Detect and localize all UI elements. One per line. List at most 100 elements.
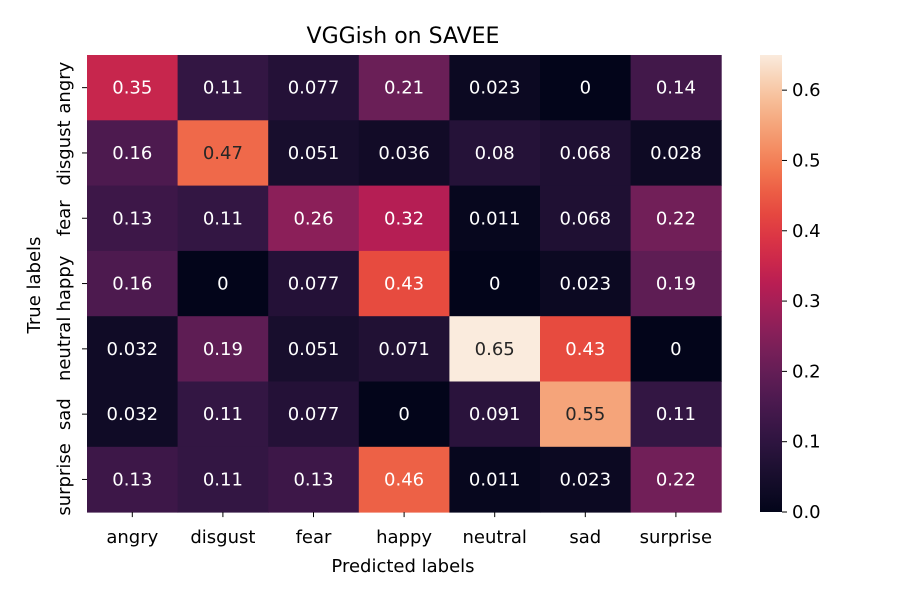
heatmap-cell-fear-angry xyxy=(87,185,179,252)
heatmap-cell-sad-surprise xyxy=(630,381,722,448)
cell-value-disgust-fear: 0.051 xyxy=(288,143,340,164)
cell-value-neutral-happy: 0.071 xyxy=(378,339,430,360)
heatmap-cell-surprise-disgust xyxy=(177,446,269,513)
cell-value-neutral-fear: 0.051 xyxy=(288,339,340,360)
cell-value-surprise-surprise: 0.22 xyxy=(656,469,696,490)
cell-value-surprise-fear: 0.13 xyxy=(293,469,333,490)
cell-value-angry-happy: 0.21 xyxy=(384,78,424,99)
heatmap-cell-surprise-sad xyxy=(540,446,632,513)
cell-value-angry-disgust: 0.11 xyxy=(203,78,243,99)
heatmap-cell-happy-happy xyxy=(358,250,450,317)
y-tick-label-disgust: disgust xyxy=(54,120,75,185)
cell-value-fear-angry: 0.13 xyxy=(112,208,152,229)
cell-value-angry-sad: 0 xyxy=(580,78,591,99)
y-axis-ticks: angry disgust fear happy neutral sad surprise xyxy=(54,61,87,516)
heatmap-cell-sad-sad xyxy=(540,381,632,448)
heatmap-cell-disgust-sad xyxy=(540,120,632,187)
x-tick-label-neutral: neutral xyxy=(463,527,527,548)
x-tick-label-angry: angry xyxy=(106,527,158,548)
heatmap-cell-happy-disgust xyxy=(177,250,269,317)
heatmap-cell-happy-sad xyxy=(540,250,632,317)
heatmap-cell-fear-sad xyxy=(540,185,632,252)
heatmap-cell-surprise-fear xyxy=(268,446,360,513)
cell-value-angry-angry: 0.35 xyxy=(112,78,152,99)
cell-value-neutral-surprise: 0 xyxy=(670,339,681,360)
heatmap-cell-surprise-happy xyxy=(358,446,450,513)
y-tick-label-sad: sad xyxy=(54,398,75,430)
colorbar-tick-label-0.0: 0.0 xyxy=(792,502,821,523)
cell-value-disgust-neutral: 0.08 xyxy=(475,143,515,164)
colorbar-tick-label-0.4: 0.4 xyxy=(792,221,821,242)
cell-value-fear-fear: 0.26 xyxy=(293,208,333,229)
heatmap-cell-neutral-disgust xyxy=(177,316,269,382)
heatmap-cell-happy-surprise xyxy=(630,250,722,317)
cell-value-neutral-neutral: 0.65 xyxy=(475,339,515,360)
x-axis-label: Predicted labels xyxy=(331,556,474,577)
heatmap-cell-disgust-happy xyxy=(358,120,450,187)
colorbar-tick-label-0.6: 0.6 xyxy=(792,80,821,101)
heatmap-cell-neutral-neutral xyxy=(449,316,541,382)
cell-value-happy-fear: 0.077 xyxy=(288,274,340,295)
cell-value-fear-neutral: 0.011 xyxy=(469,208,521,229)
heatmap-cell-neutral-sad xyxy=(540,316,632,382)
heatmap-cell-surprise-surprise xyxy=(630,446,722,513)
cell-value-sad-sad: 0.55 xyxy=(565,404,605,425)
heatmap-cell-neutral-fear xyxy=(268,316,360,382)
x-tick-label-happy: happy xyxy=(376,527,432,548)
heatmap-cell-angry-angry xyxy=(87,55,179,121)
cell-value-disgust-disgust: 0.47 xyxy=(203,143,243,164)
heatmap-cell-angry-disgust xyxy=(177,55,269,121)
y-tick-label-surprise: surprise xyxy=(54,443,75,515)
y-tick-label-fear: fear xyxy=(54,200,75,236)
cell-value-surprise-angry: 0.13 xyxy=(112,469,152,490)
cell-value-fear-disgust: 0.11 xyxy=(203,208,243,229)
cell-value-happy-happy: 0.43 xyxy=(384,274,424,295)
heatmap-cell-fear-disgust xyxy=(177,185,269,252)
cell-value-happy-neutral: 0 xyxy=(489,274,500,295)
chart-title: VGGish on SAVEE xyxy=(307,24,500,49)
heatmap-cell-happy-fear xyxy=(268,250,360,317)
cell-value-fear-surprise: 0.22 xyxy=(656,208,696,229)
cell-value-sad-neutral: 0.091 xyxy=(469,404,521,425)
cell-value-sad-angry: 0.032 xyxy=(107,404,159,425)
x-tick-label-disgust: disgust xyxy=(190,527,255,548)
x-tick-label-surprise: surprise xyxy=(640,527,712,548)
heatmap-cell-angry-neutral xyxy=(449,55,541,121)
cell-value-neutral-disgust: 0.19 xyxy=(203,339,243,360)
y-tick-label-neutral: neutral xyxy=(54,317,75,381)
x-axis-ticks: angry disgust fear happy neutral sad surprise xyxy=(106,512,712,548)
heatmap-cell-sad-happy xyxy=(358,381,450,448)
heatmap-cell-disgust-surprise xyxy=(630,120,722,187)
heatmap-cell-angry-sad xyxy=(540,55,632,121)
cell-value-happy-sad: 0.023 xyxy=(560,274,612,295)
cell-value-happy-surprise: 0.19 xyxy=(656,274,696,295)
cell-value-angry-fear: 0.077 xyxy=(288,78,340,99)
cell-value-happy-angry: 0.16 xyxy=(112,274,152,295)
heatmap-cell-fear-neutral xyxy=(449,185,541,252)
heatmap-cell-sad-neutral xyxy=(449,381,541,448)
cell-value-sad-disgust: 0.11 xyxy=(203,404,243,425)
x-tick-label-fear: fear xyxy=(296,527,332,548)
cell-value-surprise-neutral: 0.011 xyxy=(469,469,521,490)
cell-value-sad-surprise: 0.11 xyxy=(656,404,696,425)
colorbar: 0.0 0.1 0.2 0.3 0.4 0.5 0.6 xyxy=(760,55,821,523)
cell-value-angry-surprise: 0.14 xyxy=(656,78,696,99)
heatmap-cell-sad-fear xyxy=(268,381,360,448)
heatmap-cell-neutral-happy xyxy=(358,316,450,382)
heatmap-cell-disgust-fear xyxy=(268,120,360,187)
heatmap-cell-sad-angry xyxy=(87,381,179,448)
heatmap-cell-disgust-disgust xyxy=(177,120,269,187)
heatmap-cell-neutral-angry xyxy=(87,316,179,382)
cell-value-disgust-angry: 0.16 xyxy=(112,143,152,164)
heatmap-cell-disgust-neutral xyxy=(449,120,541,187)
heatmap-cell-disgust-angry xyxy=(87,120,179,187)
y-tick-label-angry: angry xyxy=(54,61,75,113)
cell-value-surprise-sad: 0.023 xyxy=(560,469,612,490)
heatmap-cell-angry-surprise xyxy=(630,55,722,121)
colorbar-tick-label-0.2: 0.2 xyxy=(792,361,821,382)
y-axis-label: True labels xyxy=(24,237,45,335)
colorbar-tick-label-0.1: 0.1 xyxy=(792,432,821,453)
cell-value-happy-disgust: 0 xyxy=(217,274,228,295)
cell-value-neutral-sad: 0.43 xyxy=(565,339,605,360)
